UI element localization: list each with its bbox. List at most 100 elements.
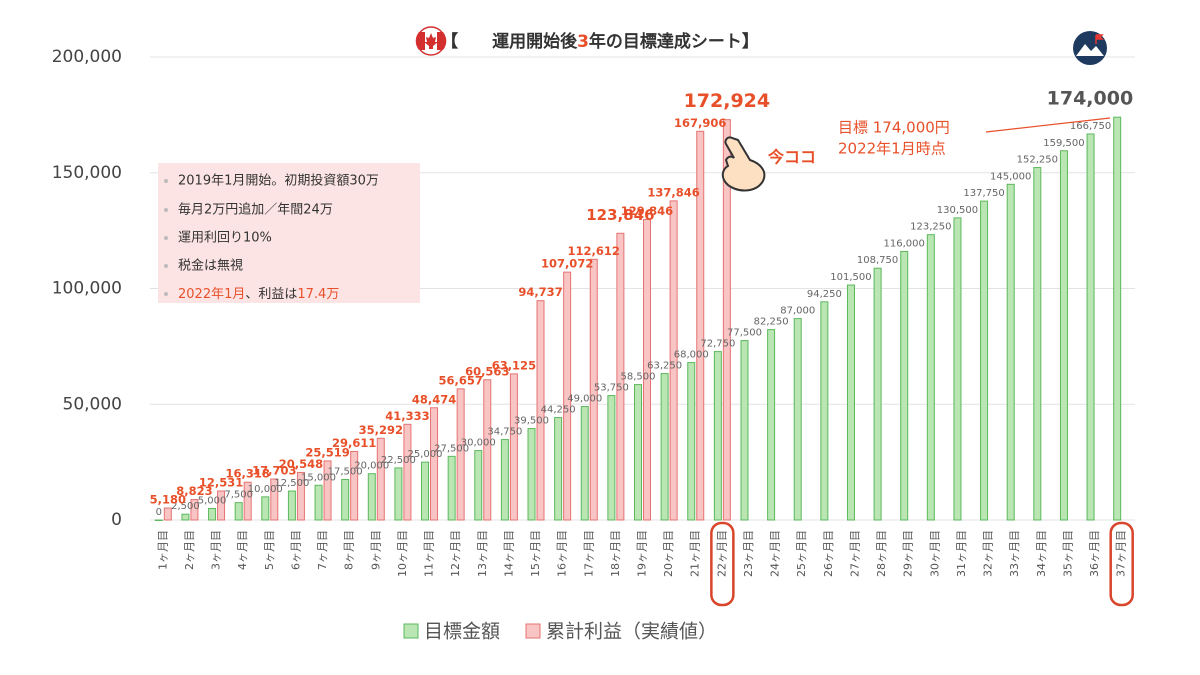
value-label: 12,531: [199, 475, 243, 489]
value-label: 129,846: [621, 204, 673, 218]
pointing-hand-icon: [721, 136, 766, 192]
bar: [1086, 133, 1095, 521]
value-label: 166,750: [1070, 121, 1111, 132]
x-tick-label: 3ヶ月目: [210, 530, 223, 570]
value-label: 15,000: [301, 472, 336, 483]
x-tick-label: 21ヶ月目: [689, 530, 702, 577]
value-label: 0: [156, 507, 162, 518]
note-text: 2022年1月、利益は17.4万: [178, 287, 339, 302]
legend-swatch: [525, 623, 541, 639]
value-label: 107,072: [541, 257, 593, 271]
value-label: 167,906: [674, 116, 726, 130]
note-text: 運用利回り10%: [178, 231, 272, 246]
value-label: 58,500: [621, 372, 656, 383]
annotation-goal-date: 2022年1月時点: [838, 140, 946, 158]
highlight-ring: [710, 521, 735, 607]
bar: [270, 478, 279, 521]
value-label: 137,750: [963, 188, 1004, 199]
bar: [296, 471, 305, 521]
bar: [554, 417, 563, 521]
value-label: 174,000: [1047, 88, 1134, 110]
x-tick-label: 28ヶ月目: [875, 530, 888, 577]
note-part: 17.4万: [297, 287, 339, 302]
bar: [394, 467, 403, 521]
bar: [403, 423, 412, 521]
note-bullet: [164, 179, 168, 183]
x-tick-label: 4ヶ月目: [236, 530, 249, 570]
bar: [643, 218, 651, 521]
title-part: 3: [577, 32, 589, 52]
value-label: 20,000: [354, 461, 389, 472]
bar: [1113, 116, 1122, 521]
x-tick-label: 31ヶ月目: [955, 530, 968, 577]
value-label: 27,500: [434, 443, 469, 454]
value-label: 25,000: [408, 449, 443, 460]
x-tick-label: 29ヶ月目: [902, 530, 915, 577]
bar: [190, 499, 199, 521]
bar: [323, 460, 332, 521]
value-label: 30,000: [461, 438, 496, 449]
value-label: 68,000: [674, 350, 709, 361]
marks: 1ヶ月目 2ヶ月目 3ヶ月目 4ヶ月目 5ヶ月目 6ヶ月目 7ヶ月目 8ヶ月目 9ヶ月目 10ヶ月…: [150, 88, 1134, 607]
bar: [536, 300, 545, 521]
x-tick-label: 17ヶ月目: [582, 530, 595, 577]
bar: [793, 318, 802, 521]
bar: [474, 450, 483, 521]
bar: [660, 373, 669, 521]
x-tick-label: 5ヶ月目: [263, 530, 276, 570]
x-tick-label: 20ヶ月目: [662, 530, 675, 577]
bar: [217, 490, 226, 521]
value-label: 16,318: [225, 467, 269, 481]
bar: [696, 130, 705, 521]
x-tick-label: 8ヶ月目: [343, 530, 356, 570]
bar: [767, 329, 776, 521]
value-label: 152,250: [1017, 155, 1058, 166]
note-text: 2019年1月開始。初期投資額30万: [178, 173, 379, 189]
value-label: 172,924: [684, 90, 771, 112]
x-tick-label: 36ヶ月目: [1088, 530, 1101, 577]
y-tick-label: 0: [111, 510, 122, 530]
note-text: 税金は無視: [178, 258, 243, 274]
bar: [527, 428, 536, 521]
bar: [1059, 150, 1068, 521]
x-tick-label: 23ヶ月目: [742, 530, 755, 577]
value-label: 49,000: [567, 394, 602, 405]
bar: [456, 388, 465, 521]
bar: [287, 490, 296, 521]
x-tick-label: 10ヶ月目: [396, 530, 409, 577]
x-tick-label: 9ヶ月目: [369, 530, 382, 570]
value-label: 77,500: [727, 328, 762, 339]
note-text: 毎月2万円追加／年間24万: [178, 202, 333, 218]
bar: [1006, 183, 1015, 521]
y-tick-label: 100,000: [52, 279, 122, 299]
value-label: 72,750: [700, 339, 735, 350]
bar: [483, 379, 492, 521]
bar: [314, 484, 323, 521]
note-part: 、利益は: [245, 287, 297, 302]
value-label: 44,250: [541, 405, 576, 416]
value-label: 5,000: [198, 495, 227, 506]
legend-swatch: [403, 623, 419, 639]
bar: [208, 507, 217, 521]
value-label: 108,750: [857, 255, 898, 266]
x-tick-label: 1ヶ月目: [156, 530, 169, 570]
x-tick-label: 22ヶ月目: [715, 530, 728, 577]
x-tick-label: 35ヶ月目: [1061, 530, 1074, 577]
bar: [367, 473, 376, 521]
bar: [616, 232, 625, 521]
y-tick-label: 150,000: [52, 163, 122, 183]
note-bullet: [164, 264, 168, 268]
value-label: 159,500: [1043, 138, 1084, 149]
x-tick-label: 12ヶ月目: [449, 530, 462, 577]
bar: [261, 496, 270, 521]
bar: [713, 351, 722, 521]
bar: [563, 271, 572, 521]
bar: [234, 502, 243, 521]
bar: [722, 119, 731, 521]
bar: [430, 407, 439, 521]
value-label: 5,180: [150, 493, 186, 507]
x-tick-label: 32ヶ月目: [982, 530, 995, 577]
value-label: 137,846: [647, 185, 699, 199]
value-label: 2,500: [171, 501, 200, 512]
